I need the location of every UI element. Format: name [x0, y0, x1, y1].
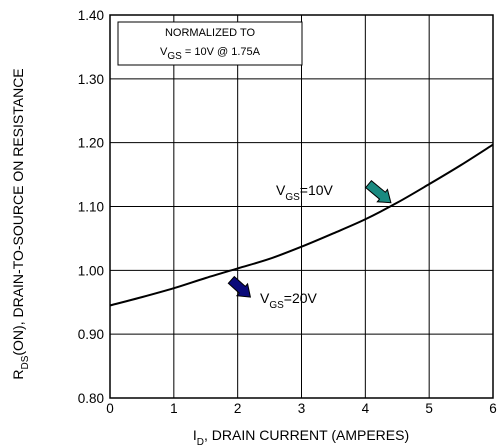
y-tick-label: 1.30 [78, 72, 104, 87]
x-tick-label: 1 [170, 401, 178, 416]
y-tick-label: 0.90 [78, 327, 104, 342]
normalized-box: NORMALIZED TO VGS = 10V @ 1.75A [117, 21, 303, 66]
x-tick-label: 2 [234, 401, 242, 416]
y-tick-labels: 0.80 0.90 1.00 1.10 1.20 1.30 1.40 [78, 8, 104, 406]
normalized-box-line1: NORMALIZED TO [165, 27, 255, 39]
y-tick-label: 1.00 [78, 263, 104, 278]
grid [109, 14, 494, 399]
x-tick-label: 3 [298, 401, 306, 416]
annotation-vgs-20v: VGS=20V [227, 275, 318, 311]
normalized-box-frame [117, 21, 303, 66]
normalized-box-line2: VGS = 10V @ 1.75A [160, 46, 261, 62]
plot-frame [109, 14, 494, 399]
y-tick-label: 1.20 [78, 136, 104, 151]
x-tick-label: 6 [489, 401, 497, 416]
x-axis-title: ID, DRAIN CURRENT (AMPERES) [193, 427, 409, 448]
annotation-arrow [364, 179, 392, 204]
annotation-vgs-20v-label: VGS=20V [260, 290, 318, 311]
y-tick-label: 0.80 [78, 391, 104, 406]
x-tick-label: 0 [106, 401, 114, 416]
annotation-vgs-10v-label: VGS=10V [276, 182, 334, 203]
x-tick-labels: 0 1 2 3 4 5 6 [106, 401, 497, 416]
y-axis-title: RDS(ON), DRAIN-TO-SOURCE ON RESISTANCE [10, 68, 31, 379]
annotation-vgs-10v: VGS=10V [276, 179, 392, 204]
annotation-arrow [227, 275, 252, 298]
x-tick-label: 4 [362, 401, 370, 416]
x-tick-label: 5 [425, 401, 433, 416]
y-tick-label: 1.10 [78, 200, 104, 215]
series-line-vgs [109, 143, 494, 307]
y-tick-label: 1.40 [78, 8, 104, 23]
